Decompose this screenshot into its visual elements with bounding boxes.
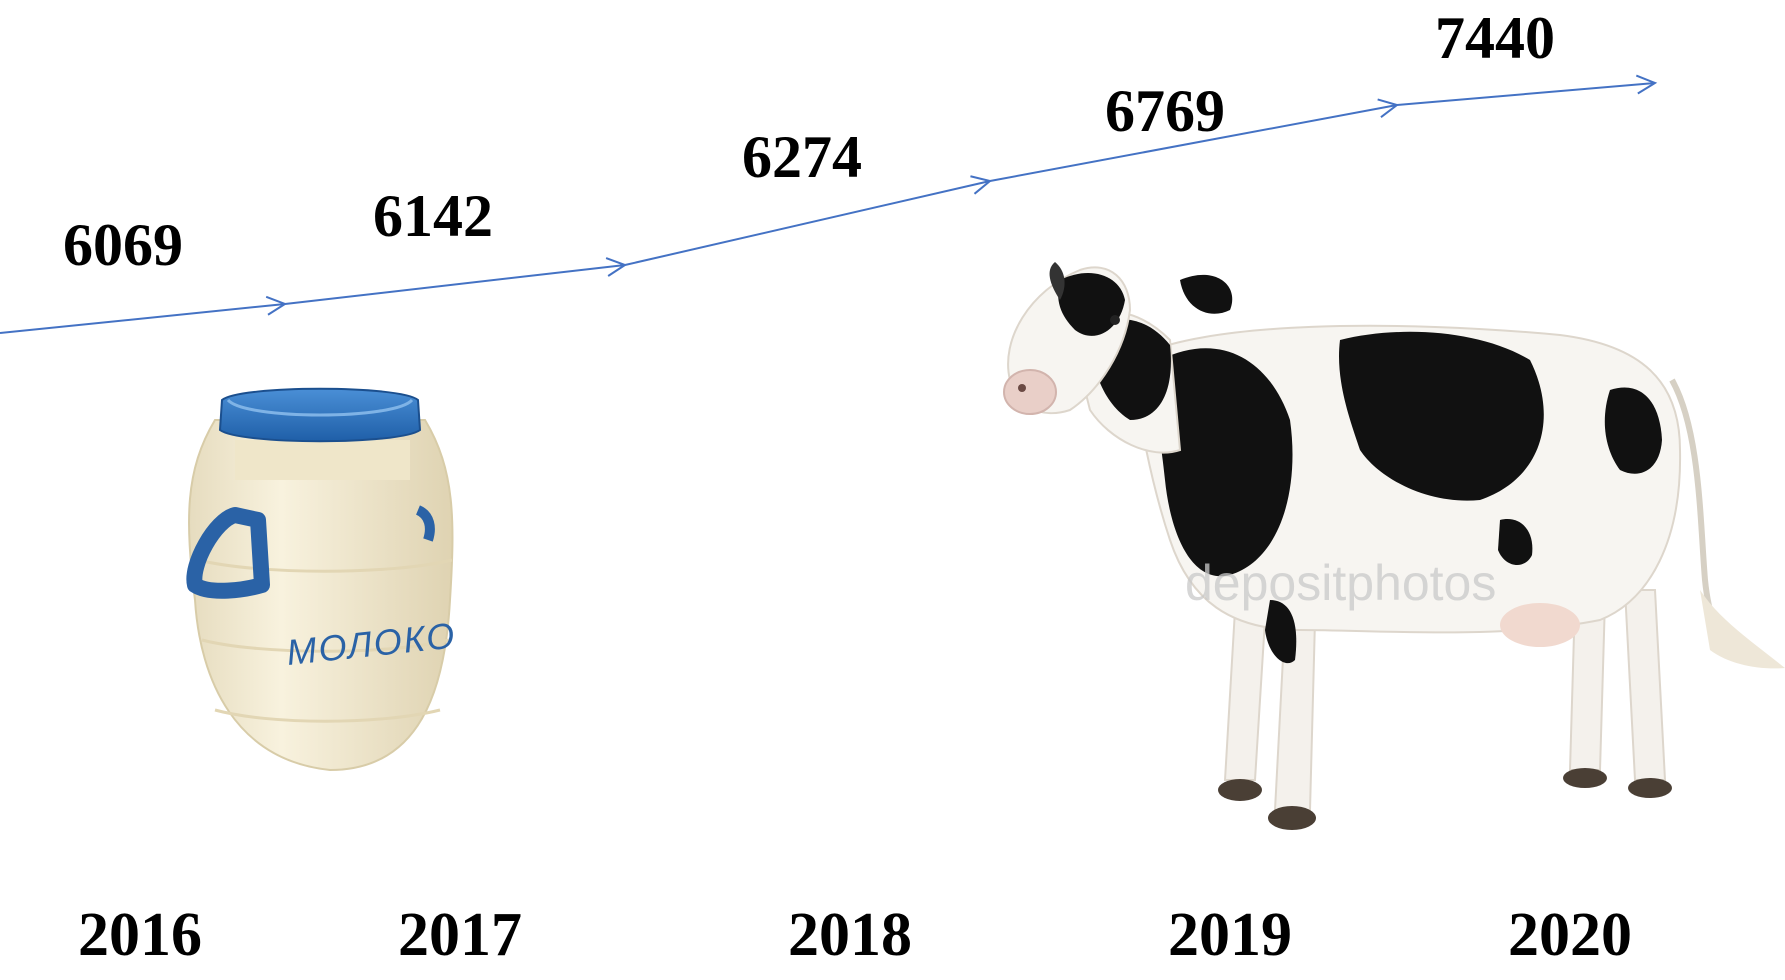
x-tick-label: 2016 xyxy=(78,901,202,969)
cow-illustration: depositphotos xyxy=(1003,262,1785,830)
trend-line-segment xyxy=(284,264,626,305)
trend-line-segment xyxy=(1396,82,1656,106)
data-value-label: 6769 xyxy=(1105,78,1225,144)
data-value-label: 6142 xyxy=(373,183,493,249)
value-labels-group: 6069 6142 6274 6769 7440 xyxy=(63,5,1555,278)
trend-line-group xyxy=(0,74,1658,334)
milk-can-illustration: МОЛОКО xyxy=(186,387,458,772)
x-tick-label: 2019 xyxy=(1168,901,1292,969)
data-value-label: 7440 xyxy=(1435,5,1555,71)
trend-line-segment xyxy=(989,104,1398,182)
data-value-label: 6069 xyxy=(63,212,183,278)
trend-line-segment xyxy=(0,303,286,334)
data-point-arrowhead xyxy=(1635,74,1658,95)
x-tick-label: 2018 xyxy=(788,901,912,969)
trend-line-segment xyxy=(624,180,991,266)
x-tick-label: 2017 xyxy=(398,901,522,969)
x-axis-labels-group: 2016 2017 2018 2019 2020 xyxy=(78,901,1632,969)
x-tick-label: 2020 xyxy=(1508,901,1632,969)
watermark-text: depositphotos xyxy=(1185,555,1496,611)
data-value-label: 6274 xyxy=(742,124,862,190)
